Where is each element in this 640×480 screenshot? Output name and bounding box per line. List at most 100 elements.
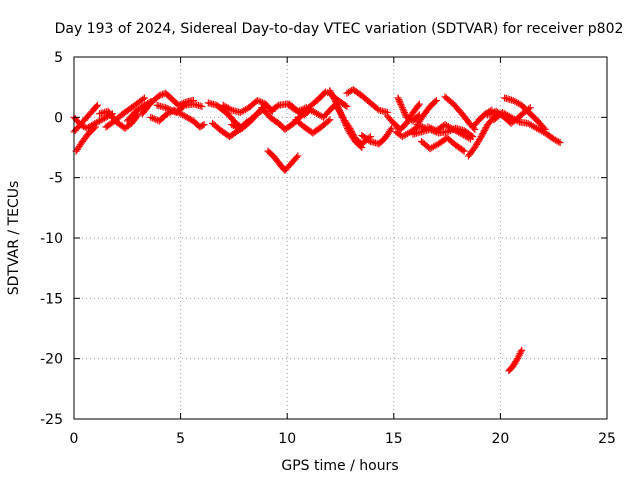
data-point-trail bbox=[414, 113, 427, 127]
data-point bbox=[140, 94, 148, 102]
data-point-trail bbox=[103, 118, 117, 130]
data-point-trail bbox=[368, 100, 381, 113]
data-point-trail bbox=[221, 102, 234, 113]
data-point-trail bbox=[404, 114, 415, 124]
data-point bbox=[147, 113, 155, 121]
data-point bbox=[332, 101, 340, 109]
data-point-trail bbox=[327, 88, 339, 105]
data-point bbox=[394, 94, 402, 102]
data-point bbox=[345, 123, 353, 131]
data-point-trail bbox=[353, 136, 364, 147]
data-point-trail bbox=[227, 128, 241, 140]
data-point-trail bbox=[180, 112, 196, 124]
y-tick-label: -15 bbox=[40, 291, 63, 307]
data-point-trail bbox=[543, 130, 556, 142]
data-point-trail bbox=[515, 110, 527, 121]
data-point-trail bbox=[238, 118, 252, 132]
data-point-trail bbox=[271, 155, 284, 168]
data-point bbox=[443, 128, 451, 136]
data-point-trail bbox=[259, 105, 273, 120]
data-point-trail bbox=[157, 112, 168, 124]
data-point-trail bbox=[157, 90, 168, 99]
data-point-trail bbox=[551, 136, 562, 146]
data-point bbox=[415, 100, 423, 108]
data-point-trail bbox=[478, 122, 491, 139]
data-point-trail bbox=[282, 120, 296, 132]
chart-title: Day 193 of 2024, Sidereal Day-to-day VTE… bbox=[55, 21, 624, 37]
data-point bbox=[198, 102, 206, 110]
data-point bbox=[326, 116, 334, 124]
data-point-trail bbox=[282, 161, 294, 173]
y-tick-label: -10 bbox=[40, 231, 63, 247]
data-point-trail bbox=[442, 94, 456, 107]
data-point-trail bbox=[214, 102, 230, 117]
data-point-trail bbox=[465, 145, 478, 159]
data-point-trail bbox=[410, 112, 422, 124]
data-point-trail bbox=[120, 105, 134, 117]
data-point bbox=[162, 104, 170, 112]
data-point bbox=[388, 124, 396, 132]
data-point-trail bbox=[400, 129, 413, 140]
data-point-trail bbox=[133, 102, 147, 114]
data-point-trail bbox=[310, 124, 324, 136]
data-point-trail bbox=[417, 122, 428, 132]
data-point-trail bbox=[340, 115, 352, 129]
data-point-trail bbox=[255, 97, 268, 107]
data-point-trail bbox=[265, 148, 277, 160]
data-point-trail bbox=[506, 363, 516, 374]
data-point-trail bbox=[410, 101, 422, 115]
data-point-trail bbox=[470, 117, 482, 130]
data-point-trail bbox=[125, 109, 139, 124]
data-point-trail bbox=[289, 153, 301, 166]
data-point bbox=[460, 147, 468, 155]
data-point-trail bbox=[84, 121, 96, 131]
data-point-trail bbox=[421, 104, 433, 118]
data-point bbox=[484, 111, 492, 119]
data-point-trail bbox=[210, 121, 224, 133]
data-point-trail bbox=[382, 126, 395, 140]
data-point-trail bbox=[472, 134, 484, 150]
data-point-trail bbox=[459, 111, 471, 125]
x-tick-label: 0 bbox=[70, 431, 79, 447]
data-point-trail bbox=[293, 117, 307, 130]
data-point bbox=[253, 96, 261, 104]
y-tick-label: 0 bbox=[54, 110, 63, 126]
data-point-trail bbox=[129, 112, 141, 126]
data-point bbox=[541, 125, 549, 133]
data-point-trail bbox=[394, 129, 405, 139]
data-point-trail bbox=[510, 356, 521, 368]
data-point-trail bbox=[197, 121, 207, 130]
data-point bbox=[556, 139, 564, 147]
data-point-trail bbox=[385, 114, 397, 126]
data-point bbox=[477, 133, 485, 141]
data-point-trail bbox=[344, 86, 356, 96]
data-point-trail bbox=[427, 98, 439, 109]
data-point bbox=[398, 104, 406, 112]
data-point bbox=[294, 152, 302, 160]
data-point-trail bbox=[129, 100, 140, 110]
y-tick-labels: 5 0 -5 -10 -15 -20 -25 bbox=[40, 50, 63, 428]
y-tick-label: 5 bbox=[54, 50, 63, 66]
x-axis-label: GPS time / hours bbox=[281, 458, 398, 474]
y-tick-label: -25 bbox=[40, 412, 63, 428]
data-point-trail bbox=[351, 87, 364, 99]
y-axis-label: SDTVAR / TECUs bbox=[6, 181, 22, 296]
y-tick-label: -5 bbox=[49, 171, 63, 187]
data-point-trail bbox=[359, 93, 373, 106]
data-point bbox=[155, 92, 163, 100]
data-point-trail bbox=[225, 111, 239, 126]
x-tick-label: 20 bbox=[491, 431, 509, 447]
data-point-trail bbox=[246, 111, 260, 124]
x-tick-labels: 0 5 10 15 20 25 bbox=[70, 431, 616, 447]
data-point-trail bbox=[346, 124, 359, 142]
data-point-trail bbox=[451, 126, 464, 137]
data-point-trail bbox=[336, 97, 349, 109]
data-point-trail bbox=[511, 97, 524, 108]
data-point-trail bbox=[514, 348, 525, 361]
data-point-trail bbox=[136, 95, 147, 106]
data-point-trail bbox=[428, 141, 441, 152]
x-tick-label: 10 bbox=[278, 431, 296, 447]
data-point-trail bbox=[314, 89, 328, 103]
data-point-trail bbox=[139, 100, 154, 116]
